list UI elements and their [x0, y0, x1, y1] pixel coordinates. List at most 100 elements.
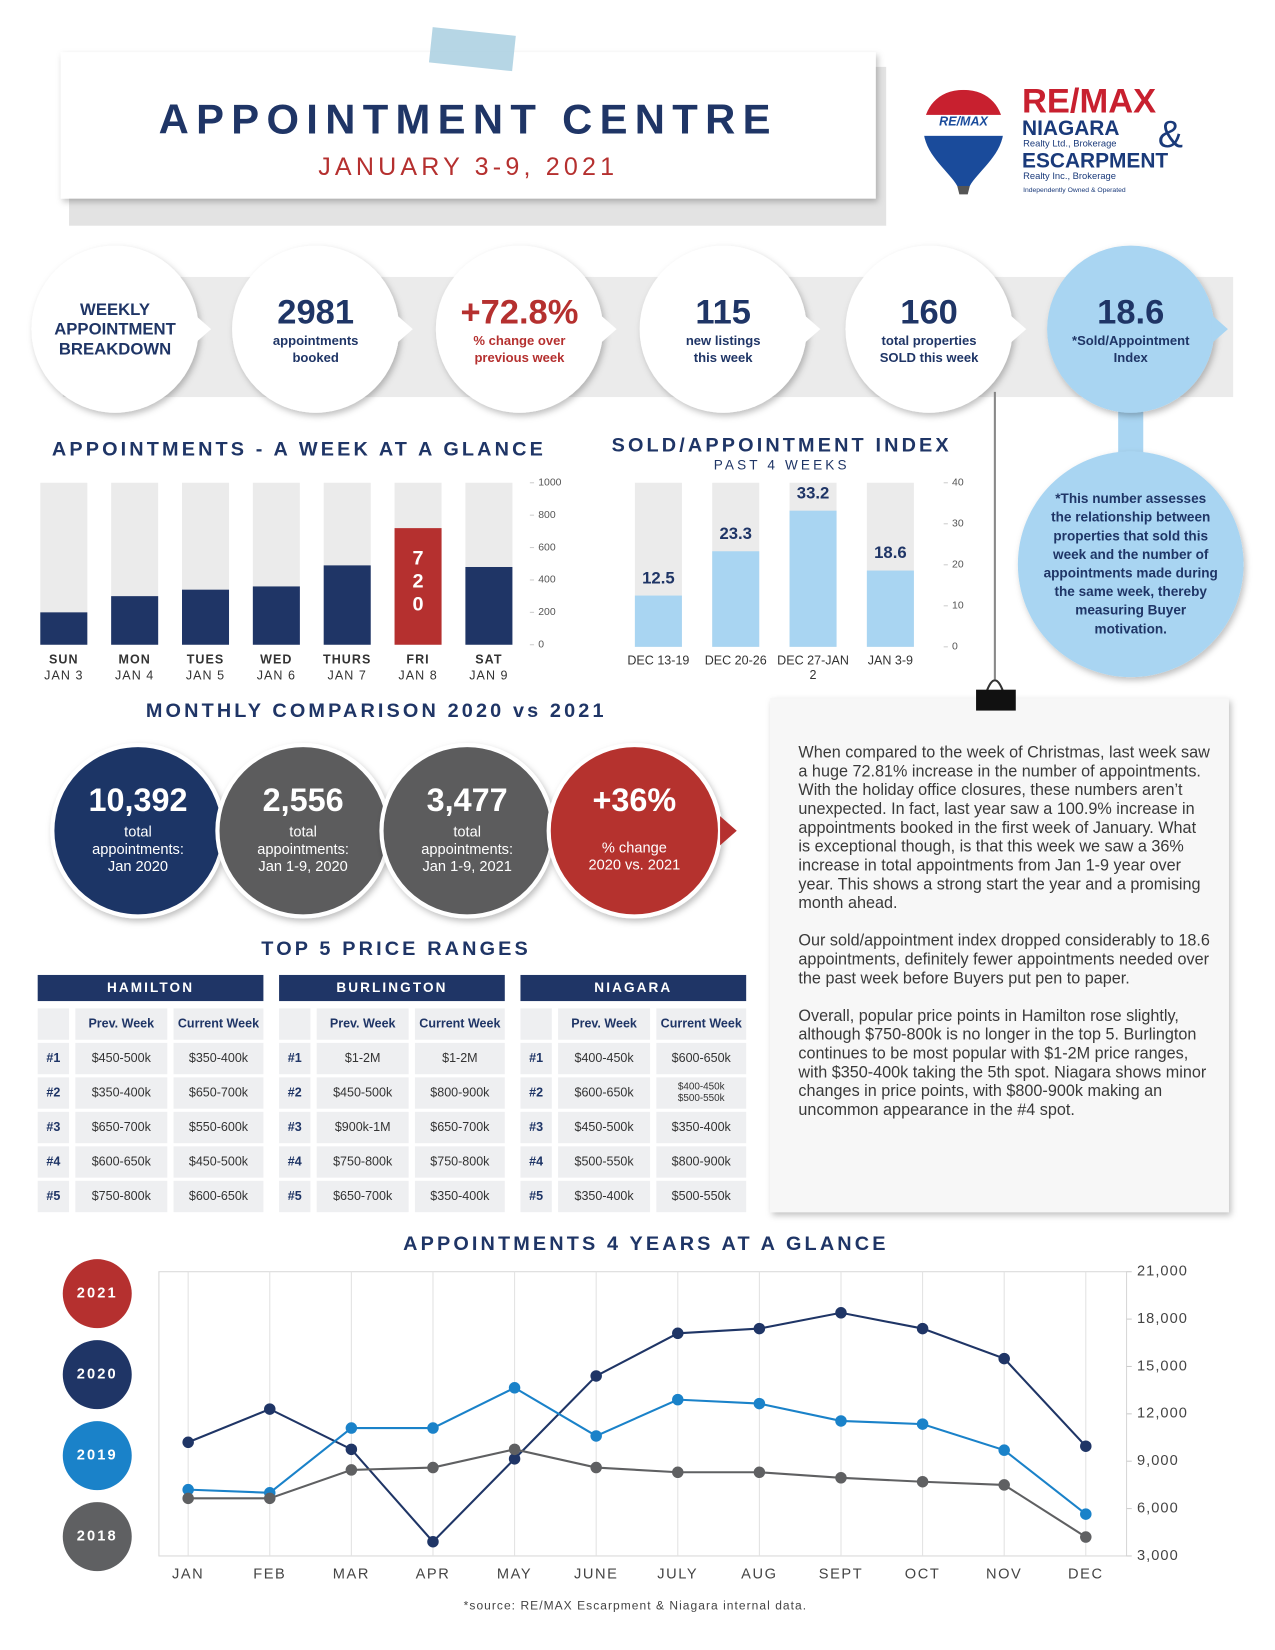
point: [345, 1443, 358, 1456]
y-tick-label: 20: [952, 560, 964, 571]
cell-text: $800-900k: [672, 1154, 732, 1168]
subtitle: JANUARY 3-9, 2021: [318, 153, 618, 181]
logo-amp: &: [1158, 113, 1183, 155]
series-line: [188, 1386, 1087, 1515]
point: [345, 1464, 358, 1476]
cell-text: $650-700k: [333, 1189, 393, 1203]
rank: #4: [529, 1154, 543, 1168]
month-label: total: [453, 825, 481, 841]
x-tick-label: OCT: [905, 1567, 941, 1583]
pointer: [599, 314, 617, 344]
cell: [279, 1042, 311, 1075]
y-tick-label: 0: [952, 642, 958, 653]
section-title: MONTHLY COMPARISON 2020 vs 2021: [146, 700, 607, 722]
point: [916, 1322, 929, 1335]
x-tick-date: JAN 9: [469, 668, 508, 682]
logo-niagara: NIAGARA: [1022, 117, 1119, 140]
bar-value-label: 12.5: [642, 568, 675, 587]
point: [508, 1453, 521, 1465]
bar: [634, 595, 682, 647]
cell-text: $650-700k: [189, 1085, 249, 1099]
cell-text: $350-400k: [92, 1085, 152, 1099]
legend-swatch: [62, 1340, 132, 1410]
series-line: [188, 1448, 1087, 1538]
cell: [520, 1042, 552, 1075]
point: [427, 1461, 439, 1474]
cell: [656, 1111, 747, 1144]
cell-text: $750-800k: [92, 1189, 152, 1203]
cell-text: $800-900k: [430, 1085, 490, 1099]
table-city: HAMILTON: [107, 980, 194, 995]
series-line: [187, 1311, 1087, 1544]
rank: #4: [46, 1154, 60, 1168]
cell: [558, 1077, 651, 1109]
rank: #5: [46, 1189, 60, 1203]
chart-title: SOLD/APPOINTMENT INDEX: [612, 434, 952, 456]
cell: [279, 1146, 311, 1178]
note-line: appointments made during: [1044, 565, 1218, 580]
cell-text: $350-400k: [574, 1189, 634, 1203]
weekly-label: APPOINTMENT: [54, 320, 176, 339]
cell: [37, 1146, 70, 1178]
legend-label: 2019: [77, 1447, 118, 1463]
binder-clip: [976, 679, 1016, 711]
bar: [40, 612, 88, 645]
stat-label: new listings: [686, 333, 761, 348]
stat-label: booked: [292, 350, 338, 365]
cell: [37, 1042, 70, 1075]
cell: [656, 1146, 747, 1178]
bar: [465, 566, 513, 645]
month-circle: [546, 742, 723, 919]
rank: #1: [46, 1051, 60, 1065]
bar-value-label: 18.6: [874, 543, 907, 562]
stat-label: total properties: [882, 333, 977, 348]
cell-text: $1-2M: [442, 1051, 477, 1065]
commentary-paragraph: Overall, popular price points in Hamilto…: [798, 1007, 1207, 1120]
y-tick-label: 200: [538, 607, 556, 618]
cell-text: $500-550k: [678, 1093, 725, 1104]
x-tick-label: THURS: [323, 653, 371, 667]
stat-label: SOLD this week: [880, 350, 979, 365]
point: [264, 1492, 276, 1505]
cell-text: $650-700k: [430, 1120, 490, 1134]
bar: [181, 589, 230, 645]
point: [182, 1483, 194, 1496]
note-line: the same week, thereby: [1054, 584, 1207, 599]
cell: [279, 1008, 311, 1040]
x-tick-label: SUN: [49, 653, 79, 667]
table-header: [279, 974, 505, 1002]
x-tick-label: JAN 3-9: [867, 653, 914, 668]
rank: #3: [46, 1120, 60, 1134]
month-label: appointments:: [92, 842, 184, 858]
table-city: NIAGARA: [594, 980, 672, 995]
cell-text: $350-400k: [672, 1120, 732, 1134]
cell: [414, 1008, 505, 1040]
commentary-paragraph: When compared to the week of Christmas, …: [798, 744, 1210, 913]
point: [835, 1415, 847, 1427]
stat-value: 115: [695, 294, 751, 332]
pointer: [1009, 314, 1027, 344]
x-tick-label-box: DEC 20-26: [705, 653, 767, 668]
rank: #5: [529, 1189, 543, 1203]
cell-text: $400-450k: [574, 1051, 634, 1065]
bar: [323, 565, 371, 645]
y-tick-label: 600: [538, 542, 556, 553]
note-circle: [1017, 451, 1244, 678]
x-tick-label: MAR: [333, 1567, 370, 1583]
month-label: appointments:: [421, 842, 513, 858]
point: [998, 1444, 1010, 1456]
rank: #2: [46, 1085, 60, 1099]
cell: [520, 1077, 552, 1109]
point: [1080, 1440, 1092, 1452]
stat-value: 18.6: [1097, 294, 1164, 332]
note-line: properties that sold this: [1053, 528, 1208, 543]
point: [1080, 1508, 1092, 1520]
cell-text: $450-500k: [333, 1085, 393, 1099]
point: [427, 1422, 439, 1434]
stat-label: *Sold/Appointment: [1072, 333, 1190, 348]
y-tick-label: 9,000: [1137, 1453, 1179, 1469]
rank: #1: [288, 1051, 302, 1065]
cell: [558, 1042, 651, 1075]
cell: [520, 1180, 552, 1213]
